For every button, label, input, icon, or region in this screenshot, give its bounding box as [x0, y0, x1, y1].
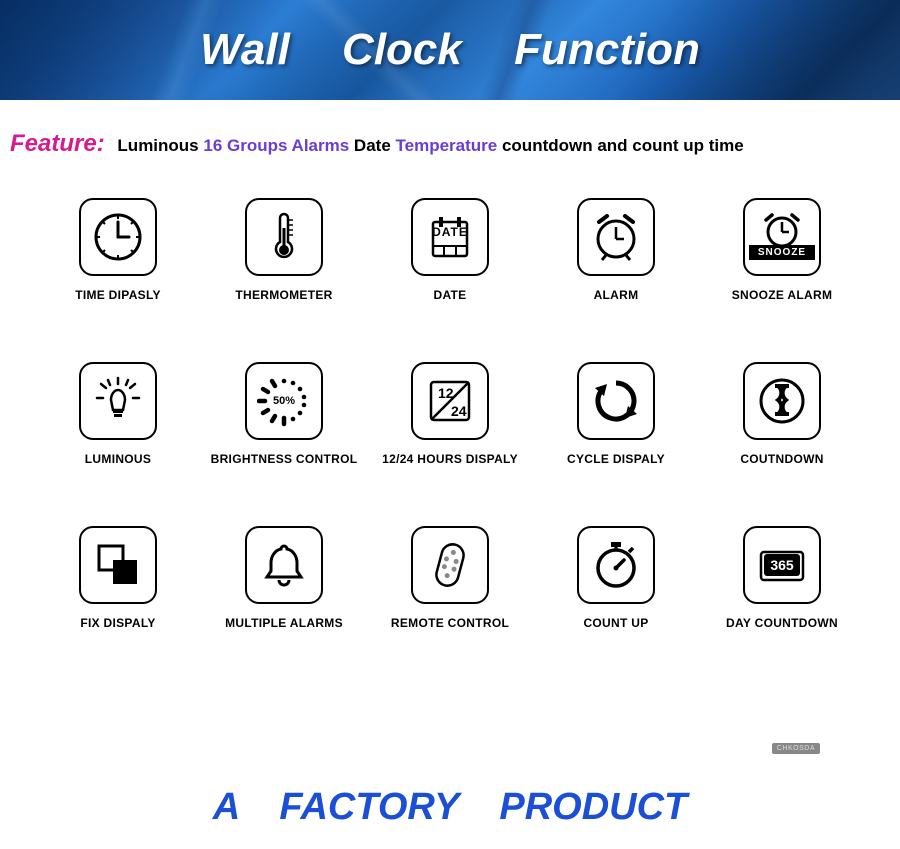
label-brightness: BRIGHTNESS CONTROL: [211, 452, 358, 466]
label-countup: COUNT UP: [583, 616, 648, 630]
label-multiple: MULTIPLE ALARMS: [225, 616, 343, 630]
clock-icon: [79, 198, 157, 276]
alarm-icon: [577, 198, 655, 276]
item-snooze: SNOOZE SNOOZE ALARM: [704, 198, 860, 302]
label-thermo: THERMOMETER: [235, 288, 332, 302]
fix-icon: [79, 526, 157, 604]
item-countup: COUNT UP: [538, 526, 694, 630]
item-time: TIME DIPASLY: [40, 198, 196, 302]
countdown-icon: [743, 362, 821, 440]
snooze-band: SNOOZE: [749, 245, 815, 260]
feature-part: countdown and count up time: [502, 136, 744, 155]
watermark: CHKOSDA: [772, 743, 820, 754]
1224-icon: 1224: [411, 362, 489, 440]
item-day365: 365 DAY COUNTDOWN: [704, 526, 860, 630]
date-text: DATE: [432, 225, 468, 239]
snooze-icon: SNOOZE: [743, 198, 821, 276]
label-luminous: LUMINOUS: [85, 452, 151, 466]
svg-text:12: 12: [438, 385, 454, 401]
svg-text:24: 24: [451, 403, 467, 419]
item-remote: REMOTE CONTROL: [372, 526, 528, 630]
item-thermo: THERMOMETER: [206, 198, 362, 302]
item-luminous: LUMINOUS: [40, 362, 196, 466]
day365-icon: 365: [743, 526, 821, 604]
item-fix: FIX DISPALY: [40, 526, 196, 630]
banner-title: Wall Clock Function: [200, 25, 700, 75]
item-multiple: MULTIPLE ALARMS: [206, 526, 362, 630]
item-cycle: CYCLE DISPALY: [538, 362, 694, 466]
brightness-icon: 50%: [245, 362, 323, 440]
label-remote: REMOTE CONTROL: [391, 616, 509, 630]
icon-grid: TIME DIPASLY THERMOMETER DATE DATE ALARM…: [0, 168, 900, 630]
thermometer-icon: [245, 198, 323, 276]
feature-label: Feature:: [10, 130, 105, 157]
bell-icon: [245, 526, 323, 604]
bulb-icon: [79, 362, 157, 440]
item-date: DATE DATE: [372, 198, 528, 302]
label-time: TIME DIPASLY: [75, 288, 161, 302]
label-date: DATE: [434, 288, 467, 302]
label-day365: DAY COUNTDOWN: [726, 616, 838, 630]
cycle-icon: [577, 362, 655, 440]
feature-line: Feature: Luminous 16 Groups Alarms Date …: [0, 100, 900, 168]
feature-part: Luminous: [117, 136, 198, 155]
footer-text: A FACTORY PRODUCT: [0, 786, 900, 829]
item-hours: 1224 12/24 HOURS DISPALY: [372, 362, 528, 466]
item-countdown: COUTNDOWN: [704, 362, 860, 466]
label-alarm: ALARM: [594, 288, 639, 302]
item-brightness: 50% BRIGHTNESS CONTROL: [206, 362, 362, 466]
label-cycle: CYCLE DISPALY: [567, 452, 665, 466]
calendar-icon: DATE: [411, 198, 489, 276]
label-fix: FIX DISPALY: [80, 616, 155, 630]
feature-part: Date: [354, 136, 391, 155]
label-hours: 12/24 HOURS DISPALY: [382, 452, 518, 466]
banner: Wall Clock Function: [0, 0, 900, 100]
remote-icon: [411, 526, 489, 604]
stopwatch-icon: [577, 526, 655, 604]
feature-part: 16 Groups Alarms: [203, 136, 349, 155]
label-snooze: SNOOZE ALARM: [732, 288, 833, 302]
feature-part: Temperature: [396, 136, 498, 155]
item-alarm: ALARM: [538, 198, 694, 302]
label-countdown: COUTNDOWN: [740, 452, 823, 466]
